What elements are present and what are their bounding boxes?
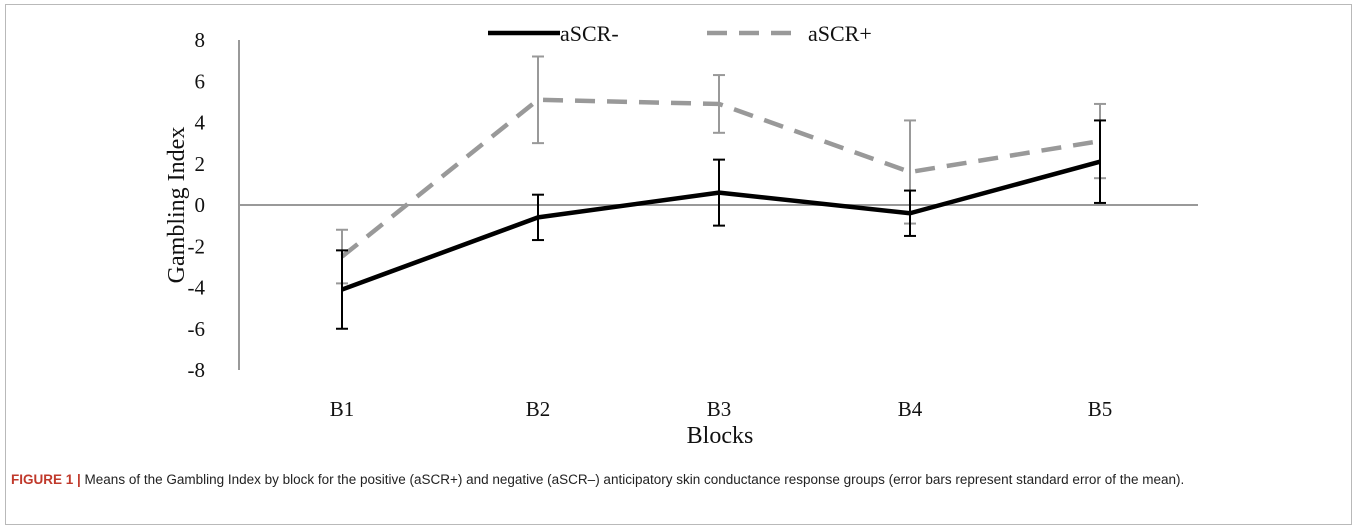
- y-axis-title: Gambling Index: [164, 127, 190, 284]
- x-tick-label: B5: [1088, 397, 1113, 421]
- y-tick-label: 0: [195, 193, 206, 217]
- x-axis-ticks: B1 B2 B3 B4 B5: [330, 397, 1113, 421]
- y-tick-label: -6: [188, 317, 206, 341]
- series-layer: [336, 55, 1106, 330]
- x-tick-label: B3: [707, 397, 732, 421]
- x-tick-label: B1: [330, 397, 355, 421]
- y-tick-label: 4: [195, 111, 206, 135]
- y-axis-ticks: 8 6 4 2 0 -2 -4 -6 -8: [188, 28, 206, 382]
- caption-text: Means of the Gambling Index by block for…: [80, 472, 1185, 487]
- figure-caption: FIGURE 1 | Means of the Gambling Index b…: [11, 470, 1311, 489]
- legend: aSCR- aSCR+: [488, 21, 872, 46]
- y-tick-label: 2: [195, 152, 206, 176]
- x-tick-label: B2: [526, 397, 551, 421]
- y-tick-label: 8: [195, 28, 206, 52]
- x-axis-title: Blocks: [687, 423, 754, 449]
- y-tick-label: 6: [195, 69, 206, 93]
- legend-label-aSCR-minus: aSCR-: [560, 21, 619, 46]
- figure-label: FIGURE 1 |: [11, 472, 81, 487]
- y-tick-label: -2: [188, 234, 206, 258]
- y-tick-label: -4: [188, 276, 206, 300]
- series-line: [341, 159, 1101, 292]
- legend-label-aSCR-plus: aSCR+: [808, 21, 872, 46]
- x-tick-label: B4: [898, 397, 923, 421]
- series-aSCR-minus: [336, 119, 1106, 330]
- series-aSCR-plus: [336, 55, 1106, 285]
- y-tick-label: -8: [188, 358, 206, 382]
- series-line: [340, 97, 1101, 259]
- figure-frame: [5, 4, 1352, 525]
